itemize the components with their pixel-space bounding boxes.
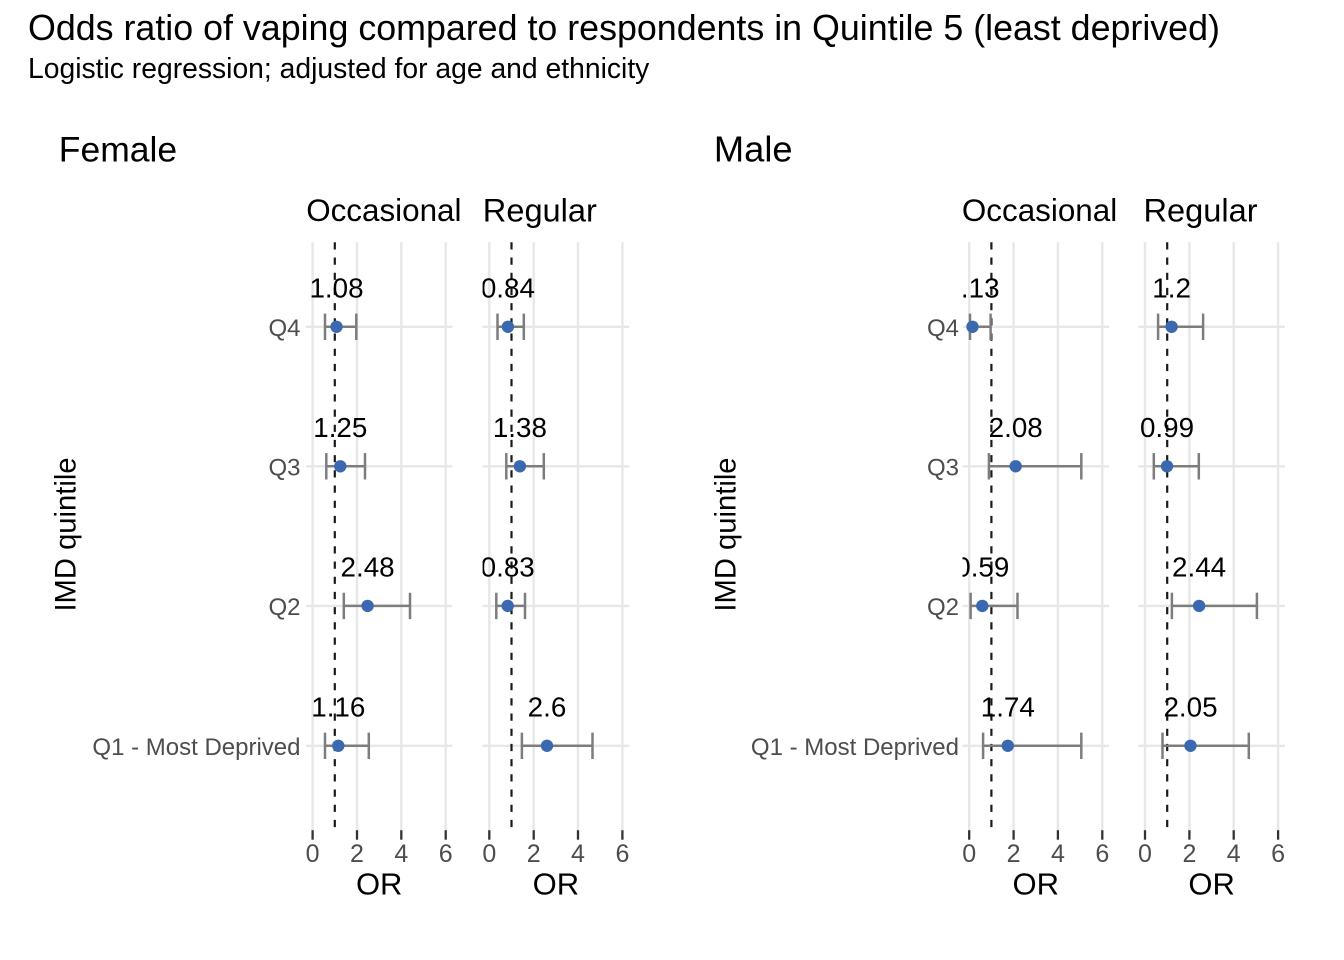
svg-text:4: 4 xyxy=(571,840,585,868)
svg-text:0.84: 0.84 xyxy=(481,272,535,303)
svg-text:0: 0 xyxy=(482,840,496,868)
svg-text:Regular: Regular xyxy=(1144,191,1258,228)
svg-text:Q3: Q3 xyxy=(268,454,300,481)
svg-text:Q1 - Most Deprived: Q1 - Most Deprived xyxy=(92,734,300,761)
svg-text:1.25: 1.25 xyxy=(313,412,367,443)
svg-text:Logistic regression; adjusted: Logistic regression; adjusted for age an… xyxy=(28,52,650,84)
svg-text:1.08: 1.08 xyxy=(309,272,363,303)
svg-text:1.2: 1.2 xyxy=(1152,272,1191,303)
svg-text:Q2: Q2 xyxy=(268,594,300,621)
svg-text:4: 4 xyxy=(1227,840,1241,868)
svg-text:2: 2 xyxy=(1182,840,1196,868)
svg-text:6: 6 xyxy=(439,840,453,868)
svg-text:1.74: 1.74 xyxy=(981,691,1035,722)
svg-text:Q2: Q2 xyxy=(927,594,959,621)
svg-text:0: 0 xyxy=(962,840,976,868)
svg-text:4: 4 xyxy=(1051,840,1065,868)
svg-text:OR: OR xyxy=(356,867,403,902)
svg-text:OR: OR xyxy=(533,867,580,902)
svg-text:Regular: Regular xyxy=(483,191,597,228)
svg-text:1.16: 1.16 xyxy=(311,691,365,722)
svg-text:2: 2 xyxy=(1007,840,1021,868)
svg-text:OR: OR xyxy=(1013,867,1060,902)
svg-text:Q3: Q3 xyxy=(927,454,959,481)
svg-text:1.38: 1.38 xyxy=(493,412,547,443)
svg-text:Q4: Q4 xyxy=(268,315,300,342)
svg-text:Occasional: Occasional xyxy=(306,193,461,228)
svg-text:2.48: 2.48 xyxy=(341,552,395,583)
svg-text:0: 0 xyxy=(306,840,320,868)
svg-text:Female: Female xyxy=(59,130,177,170)
svg-text:2: 2 xyxy=(350,840,364,868)
svg-text:4: 4 xyxy=(394,840,408,868)
svg-text:Occasional: Occasional xyxy=(962,193,1117,228)
svg-text:IMD quintile: IMD quintile xyxy=(711,457,743,611)
svg-text:0: 0 xyxy=(1138,840,1152,868)
svg-text:Q1 - Most Deprived: Q1 - Most Deprived xyxy=(751,734,959,761)
svg-text:2: 2 xyxy=(527,840,541,868)
svg-text:2.6: 2.6 xyxy=(528,691,567,722)
svg-text:2.44: 2.44 xyxy=(1172,552,1226,583)
svg-text:IMD quintile: IMD quintile xyxy=(51,457,83,611)
svg-text:Q4: Q4 xyxy=(927,315,959,342)
svg-text:0.83: 0.83 xyxy=(481,552,535,583)
svg-text:6: 6 xyxy=(615,840,629,868)
svg-text:6: 6 xyxy=(1095,840,1109,868)
svg-text:Male: Male xyxy=(714,129,793,170)
svg-text:OR: OR xyxy=(1188,867,1235,902)
svg-text:Odds ratio of vaping compared: Odds ratio of vaping compared to respond… xyxy=(28,8,1220,48)
svg-text:6: 6 xyxy=(1271,840,1285,868)
svg-text:0.99: 0.99 xyxy=(1140,412,1194,443)
svg-text:0.59: 0.59 xyxy=(955,552,1009,583)
svg-text:0.13: 0.13 xyxy=(945,272,999,303)
svg-text:2.08: 2.08 xyxy=(989,412,1043,443)
svg-text:2.05: 2.05 xyxy=(1163,691,1217,722)
